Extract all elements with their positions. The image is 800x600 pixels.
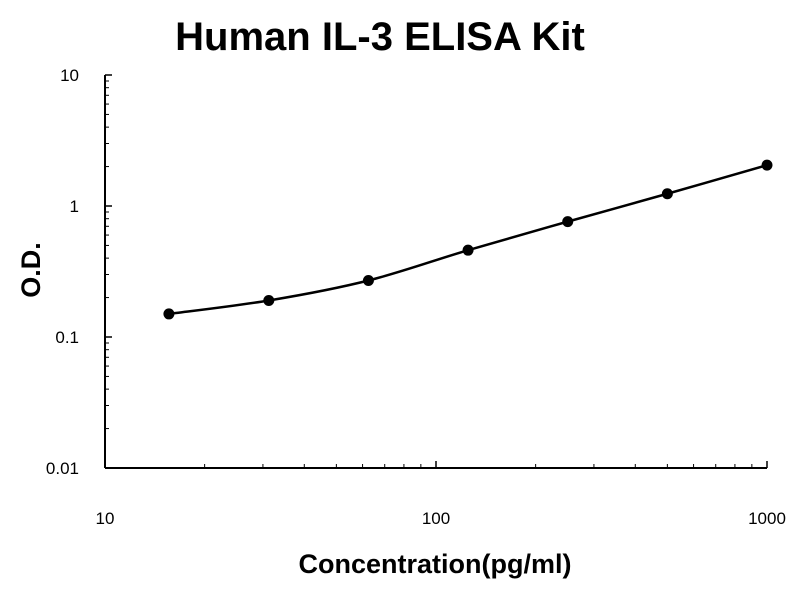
chart-title: Human IL-3 ELISA Kit [175,15,585,59]
y-axis-title-group: O.D. [16,242,46,298]
x-axis-title: Concentration(pg/ml) [299,549,572,579]
tick-labels: 0.01 0.1 1 10 10 100 1000 [46,66,786,528]
data-point [263,294,275,306]
y-tick-label: 10 [60,66,79,85]
data-point [462,244,474,256]
y-tick-label: 0.01 [46,459,79,478]
data-point [562,216,574,228]
x-tick-label: 100 [422,509,450,528]
y-axis-title: O.D. [16,242,46,298]
data-point [163,308,175,320]
y-tick-label: 1 [70,197,79,216]
data-points [163,159,773,320]
x-tick-label: 1000 [748,509,786,528]
series-line [168,163,768,316]
data-point [761,159,773,171]
data-point [661,188,673,200]
axis-ticks [104,74,768,469]
data-point [362,274,374,286]
y-tick-label: 0.1 [55,328,79,347]
x-tick-label: 10 [96,509,115,528]
